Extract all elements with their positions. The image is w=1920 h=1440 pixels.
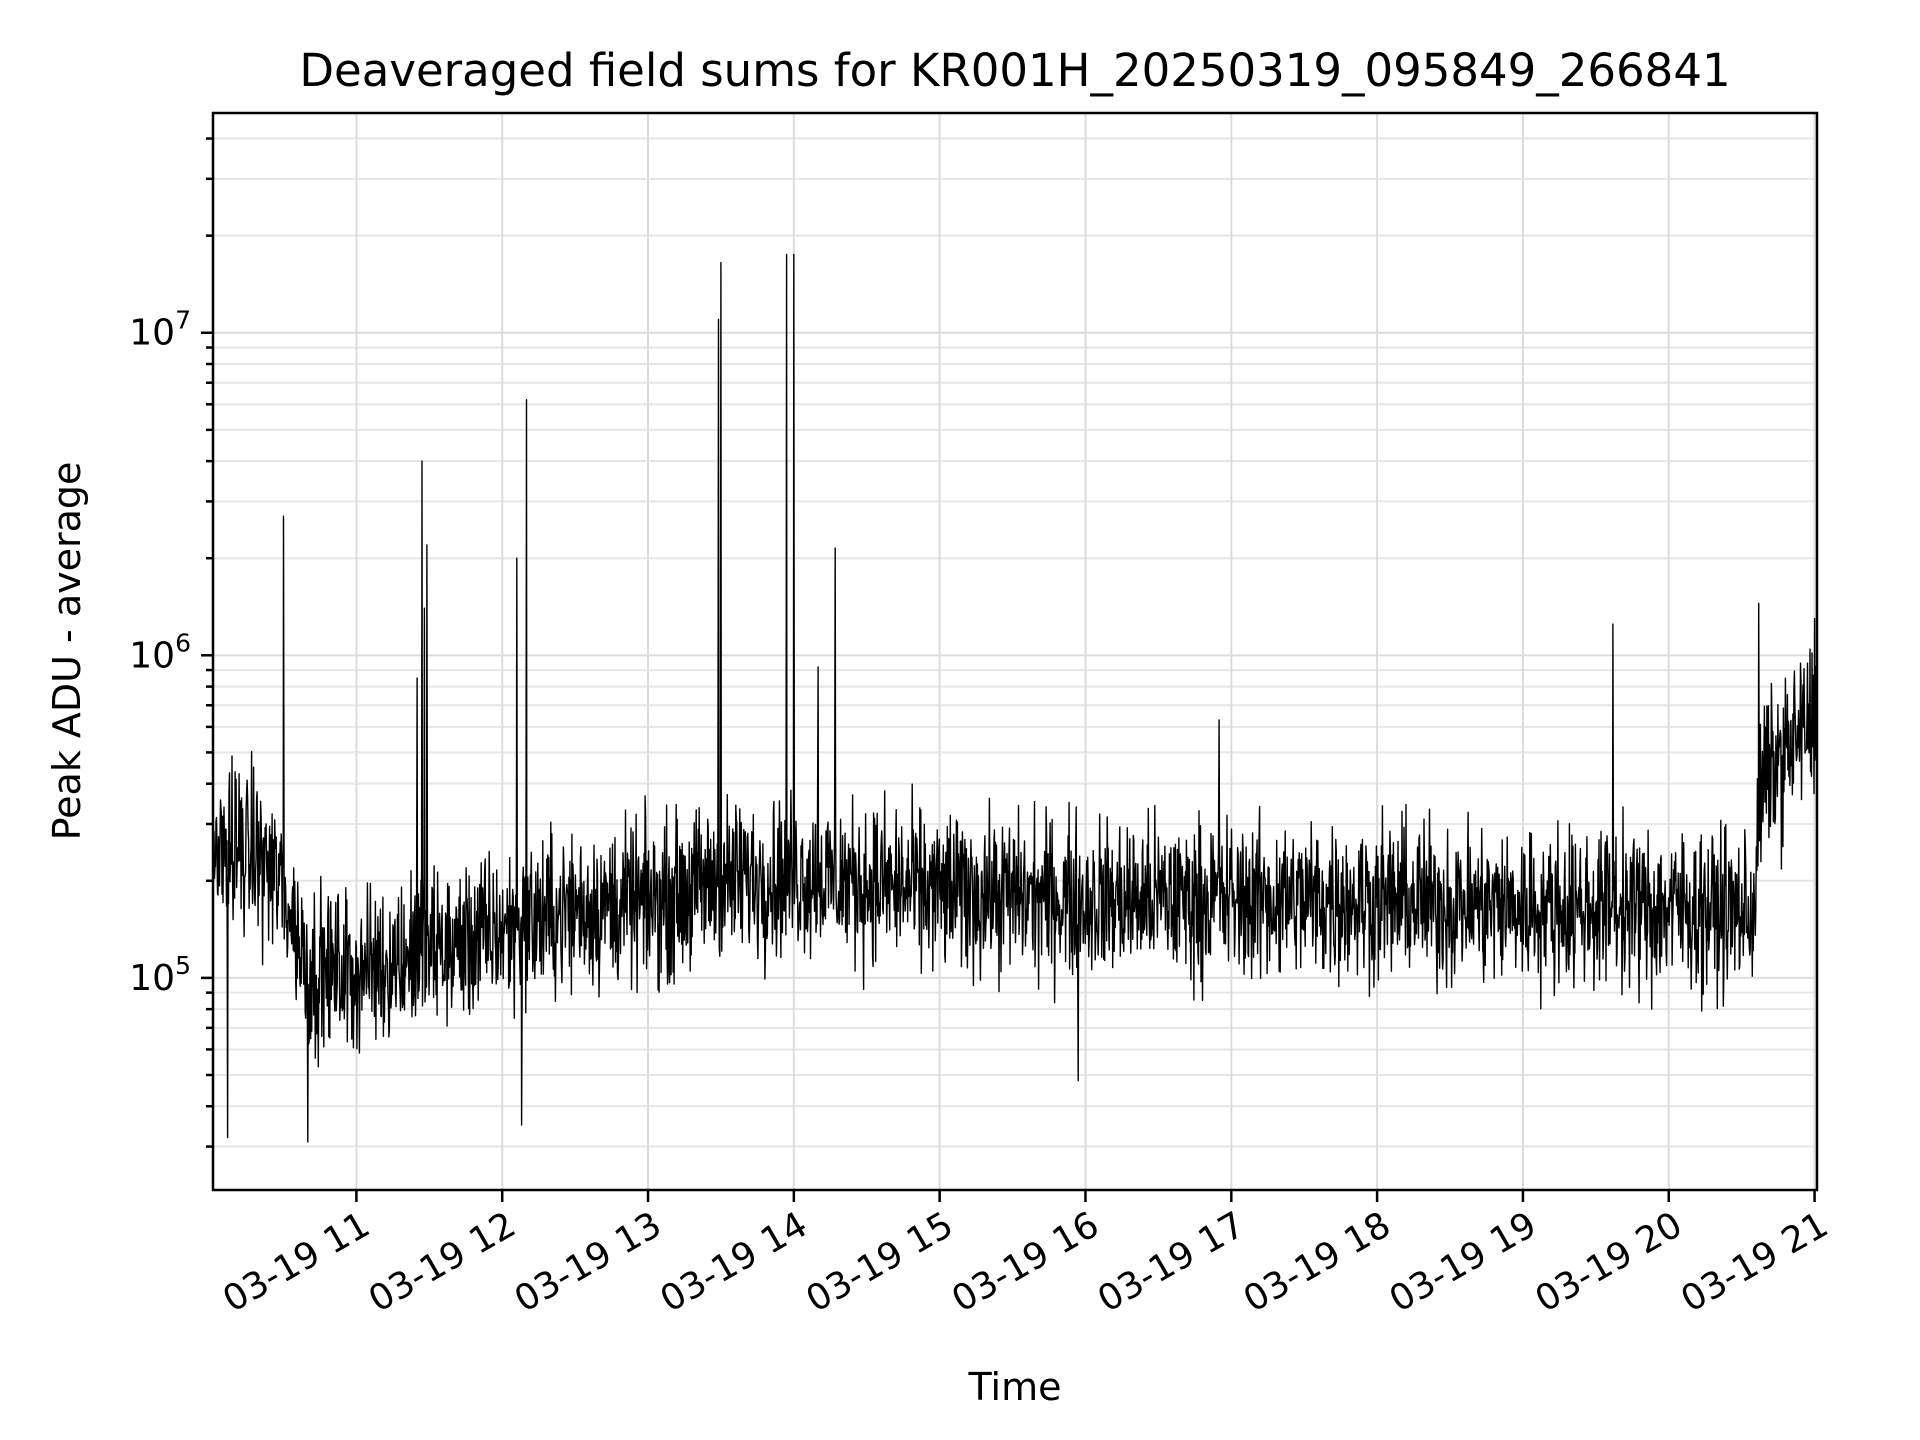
y-tick-base: 10 [129, 958, 175, 999]
plot-frame [211, 111, 1819, 1192]
y-tick-exponent: 6 [175, 628, 191, 657]
y-tick-base: 10 [129, 635, 175, 676]
y-tick-exponent: 5 [175, 951, 191, 980]
y-tick-label: 106 [129, 628, 191, 676]
y-tick-exponent: 7 [175, 306, 191, 335]
x-axis-label: Time [968, 1365, 1062, 1409]
grid-layer [213, 113, 1817, 1190]
chart-title: Deaveraged field sums for KR001H_2025031… [299, 44, 1730, 97]
y-tick-label: 105 [129, 951, 191, 999]
y-tick-label: 107 [129, 306, 191, 354]
y-axis-label: Peak ADU - average [45, 462, 89, 841]
series-layer [212, 253, 1818, 1143]
y-tick-base: 10 [129, 313, 175, 354]
series-line [212, 253, 1818, 1143]
